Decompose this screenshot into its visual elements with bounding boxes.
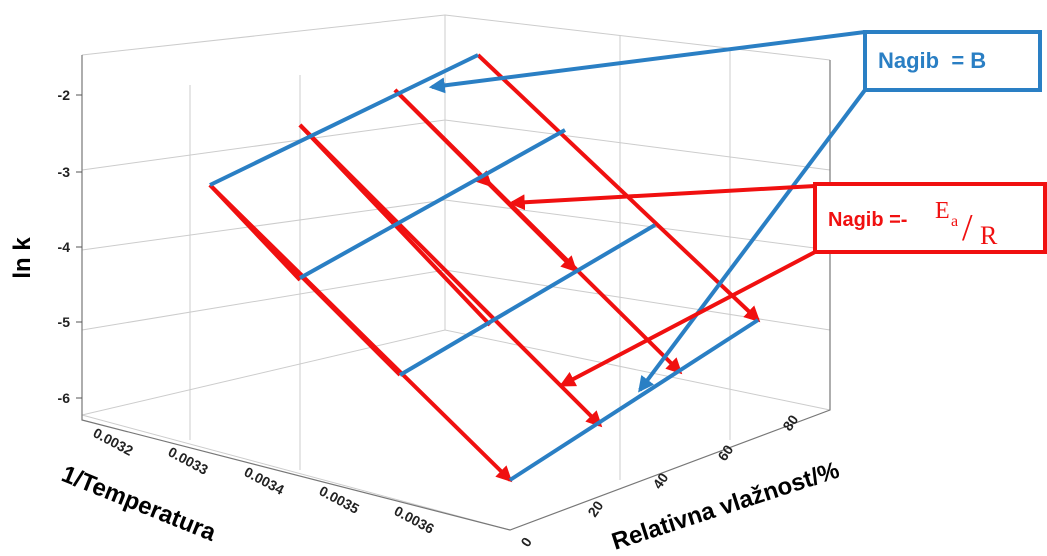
slope-b: Nagib = B — [878, 48, 986, 73]
annotations: Nagib = B Nagib =- E a / R — [428, 30, 1047, 393]
y-tick-label: 80 — [779, 412, 801, 434]
z-tick-label: -4 — [58, 239, 71, 255]
x-tick-label: 0.0036 — [392, 503, 438, 537]
y-tick-label: 60 — [714, 442, 736, 464]
slope-ea-slash: / — [962, 207, 973, 249]
z-tick-label: -5 — [58, 314, 71, 330]
surface-lines — [208, 53, 761, 483]
x-tick-label: 0.0035 — [317, 483, 363, 517]
x-tick-label: 0.0033 — [166, 444, 212, 478]
y-tick-label: 40 — [649, 470, 671, 492]
y-tick-label: 0 — [517, 534, 535, 550]
slope-ea-r: R — [980, 221, 998, 250]
y-axis-title: Relativna vlažnost/% — [609, 457, 843, 556]
x-tick-label: 0.0032 — [91, 425, 137, 459]
slope-ea-prefix: Nagib =- — [828, 209, 907, 231]
slope-ea-sub: a — [951, 213, 958, 230]
z-axis-title: ln k — [9, 237, 36, 279]
z-tick-label: -2 — [58, 87, 71, 103]
slope-ea-e: E — [935, 198, 950, 224]
z-tick-label: -6 — [58, 390, 71, 406]
z-tick-label: -3 — [58, 164, 71, 180]
